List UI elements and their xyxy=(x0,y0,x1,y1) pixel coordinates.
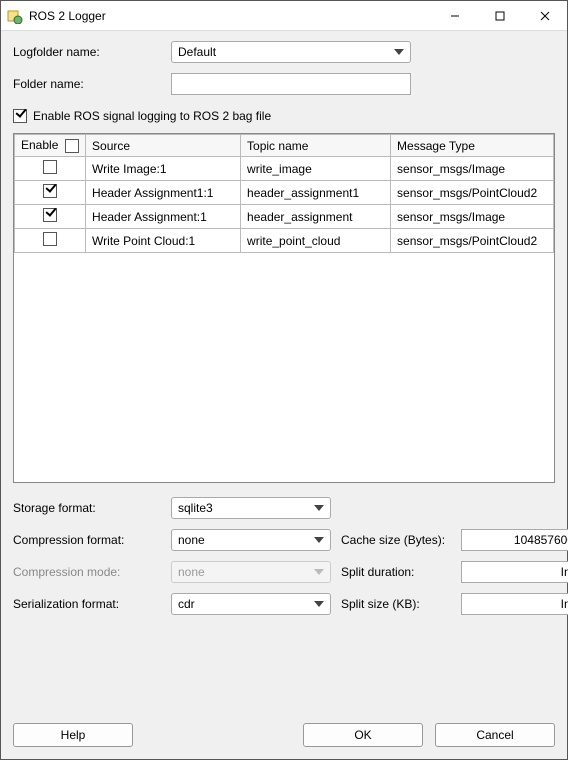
row-enable-checkbox[interactable] xyxy=(43,232,57,246)
maximize-button[interactable] xyxy=(477,1,522,31)
enable-logging-checkbox[interactable] xyxy=(13,109,27,123)
storage-format-label: Storage format: xyxy=(13,501,171,515)
signals-table: Enable Source Topic name Message Type Wr… xyxy=(14,134,554,253)
cell-msgtype: sensor_msgs/PointCloud2 xyxy=(391,229,554,253)
logfolder-label: Logfolder name: xyxy=(13,45,171,59)
titlebar: ROS 2 Logger xyxy=(1,1,567,31)
cell-topic: header_assignment xyxy=(241,205,391,229)
ok-button[interactable]: OK xyxy=(303,723,423,747)
help-button-label: Help xyxy=(61,728,86,742)
row-logfolder: Logfolder name: Default xyxy=(13,41,555,63)
row-enable-logging: Enable ROS signal logging to ROS 2 bag f… xyxy=(13,105,555,127)
foldername-label: Folder name: xyxy=(13,77,171,91)
storage-format-value: sqlite3 xyxy=(178,501,213,515)
maximize-icon xyxy=(495,11,505,21)
compression-mode-label: Compression mode: xyxy=(13,565,171,579)
col-header-msgtype[interactable]: Message Type xyxy=(391,135,554,157)
cell-msgtype: sensor_msgs/PointCloud2 xyxy=(391,181,554,205)
serialization-format-value: cdr xyxy=(178,597,195,611)
cell-source: Header Assignment:1 xyxy=(86,205,241,229)
window-title: ROS 2 Logger xyxy=(29,9,106,23)
foldername-input[interactable] xyxy=(171,73,411,95)
col-header-enable[interactable]: Enable xyxy=(15,135,86,157)
close-icon xyxy=(540,11,550,21)
cell-source: Header Assignment1:1 xyxy=(86,181,241,205)
cell-enable xyxy=(15,181,86,205)
cache-size-input[interactable] xyxy=(461,529,568,551)
chevron-down-icon xyxy=(314,569,324,575)
options-grid: Storage format: sqlite3 Compression form… xyxy=(13,497,555,615)
cell-msgtype: sensor_msgs/Image xyxy=(391,157,554,181)
col-header-source[interactable]: Source xyxy=(86,135,241,157)
col-header-topic[interactable]: Topic name xyxy=(241,135,391,157)
cell-topic: write_image xyxy=(241,157,391,181)
cell-enable xyxy=(15,157,86,181)
minimize-icon xyxy=(450,11,460,21)
cancel-button-label: Cancel xyxy=(476,728,513,742)
serialization-format-select[interactable]: cdr xyxy=(171,593,331,615)
split-duration-input[interactable] xyxy=(461,561,568,583)
row-foldername: Folder name: xyxy=(13,73,555,95)
cancel-button[interactable]: Cancel xyxy=(435,723,555,747)
cell-source: Write Point Cloud:1 xyxy=(86,229,241,253)
minimize-button[interactable] xyxy=(432,1,477,31)
ok-button-label: OK xyxy=(354,728,371,742)
chevron-down-icon xyxy=(314,601,324,607)
chevron-down-icon xyxy=(394,49,404,55)
compression-mode-select: none xyxy=(171,561,331,583)
table-row[interactable]: Header Assignment:1header_assignmentsens… xyxy=(15,205,554,229)
chevron-down-icon xyxy=(314,505,324,511)
cell-enable xyxy=(15,205,86,229)
chevron-down-icon xyxy=(314,537,324,543)
cell-topic: write_point_cloud xyxy=(241,229,391,253)
compression-format-label: Compression format: xyxy=(13,533,171,547)
compression-mode-value: none xyxy=(178,565,205,579)
cache-size-label: Cache size (Bytes): xyxy=(341,533,461,547)
app-icon xyxy=(7,8,23,24)
serialization-format-label: Serialization format: xyxy=(13,597,171,611)
button-bar: Help OK Cancel xyxy=(13,715,555,747)
row-enable-checkbox[interactable] xyxy=(43,160,57,174)
row-enable-checkbox[interactable] xyxy=(43,184,57,198)
signals-table-wrap: Enable Source Topic name Message Type Wr… xyxy=(13,133,555,483)
enable-logging-label: Enable ROS signal logging to ROS 2 bag f… xyxy=(33,109,271,123)
cell-topic: header_assignment1 xyxy=(241,181,391,205)
logfolder-value: Default xyxy=(178,45,216,59)
split-size-label: Split size (KB): xyxy=(341,597,461,611)
button-bar-spacer xyxy=(145,723,291,747)
close-button[interactable] xyxy=(522,1,567,31)
logfolder-select[interactable]: Default xyxy=(171,41,411,63)
compression-format-select[interactable]: none xyxy=(171,529,331,551)
split-duration-label: Split duration: xyxy=(341,565,461,579)
cell-msgtype: sensor_msgs/Image xyxy=(391,205,554,229)
storage-format-select[interactable]: sqlite3 xyxy=(171,497,331,519)
cell-enable xyxy=(15,229,86,253)
table-row[interactable]: Write Image:1write_imagesensor_msgs/Imag… xyxy=(15,157,554,181)
table-row[interactable]: Write Point Cloud:1write_point_cloudsens… xyxy=(15,229,554,253)
compression-format-value: none xyxy=(178,533,205,547)
row-enable-checkbox[interactable] xyxy=(43,208,57,222)
header-enable-all-checkbox[interactable] xyxy=(65,139,79,153)
table-header-row: Enable Source Topic name Message Type xyxy=(15,135,554,157)
dialog-body: Logfolder name: Default Folder name: Ena… xyxy=(1,31,567,759)
split-size-input[interactable] xyxy=(461,593,568,615)
help-button[interactable]: Help xyxy=(13,723,133,747)
window-root: ROS 2 Logger Logfolder name: Default Fol… xyxy=(0,0,568,760)
table-row[interactable]: Header Assignment1:1header_assignment1se… xyxy=(15,181,554,205)
cell-source: Write Image:1 xyxy=(86,157,241,181)
col-header-enable-label: Enable xyxy=(21,138,58,152)
